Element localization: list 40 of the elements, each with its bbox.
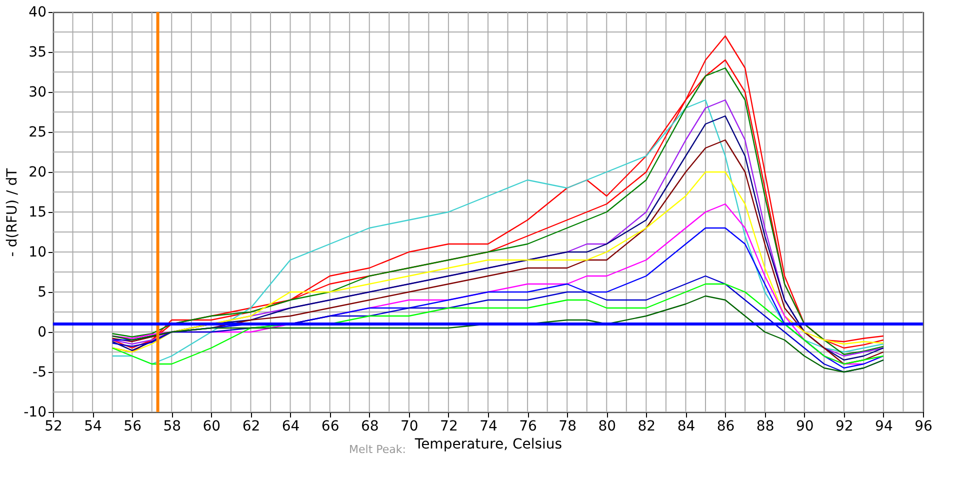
x-tick-label: 76 <box>519 418 538 434</box>
line-series <box>112 295 884 373</box>
y-tick-label: 40 <box>28 4 46 20</box>
x-tick-label: 96 <box>914 418 932 434</box>
line-series <box>112 171 884 353</box>
y-tick-label: -10 <box>24 404 46 420</box>
line-series <box>112 283 884 365</box>
x-tick-label: 74 <box>480 418 498 434</box>
text: Melt Peak: <box>349 443 406 456</box>
y-tick-label: -5 <box>32 364 46 380</box>
x-tick-label: 92 <box>835 418 854 434</box>
x-tick-label: 54 <box>84 418 102 434</box>
x-tick-label: 58 <box>163 418 182 434</box>
x-tick-label: 84 <box>677 418 696 434</box>
x-tick-label: 94 <box>875 418 893 434</box>
x-tick-label: 52 <box>44 418 62 434</box>
y-tick-label: 25 <box>28 124 46 140</box>
y-tick-label: 15 <box>28 204 46 220</box>
y-tick-label: 10 <box>28 244 46 260</box>
x-tick-label: 78 <box>558 418 577 434</box>
x-tick-label: 90 <box>796 418 814 434</box>
y-tick-label: 20 <box>28 164 46 180</box>
x-axis-title: Temperature, Celsius <box>414 436 562 452</box>
y-tick-label: 0 <box>38 324 46 340</box>
y-tick-label: 5 <box>38 284 46 300</box>
x-tick-label: 88 <box>756 418 774 434</box>
x-tick-label: 66 <box>321 418 340 434</box>
x-tick-label: 56 <box>124 418 142 434</box>
x-tick-label: 68 <box>360 418 379 434</box>
y-axis-title: - d(RFU) / dT <box>4 168 21 257</box>
x-tick-label: 62 <box>242 418 260 434</box>
x-tick-label: 60 <box>202 418 221 434</box>
x-tick-label: 70 <box>400 418 418 434</box>
y-tick-label: 35 <box>28 44 46 60</box>
y-tick-label: 30 <box>28 84 46 100</box>
x-tick-label: 86 <box>716 418 735 434</box>
x-tick-label: 80 <box>598 418 616 434</box>
x-tick-label: 72 <box>440 418 458 434</box>
x-tick-label: 82 <box>638 418 656 434</box>
x-tick-label: 64 <box>282 418 300 434</box>
